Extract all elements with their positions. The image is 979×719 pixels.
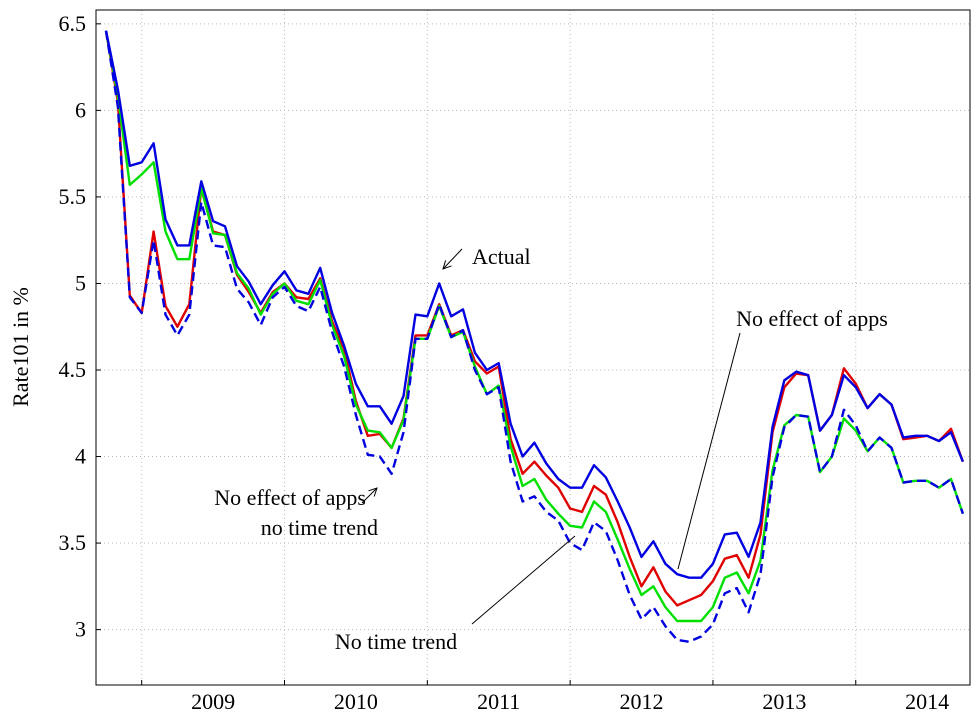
annotation-line (677, 332, 741, 570)
annotation: No effect of apps (214, 485, 366, 510)
annotation: Actual (472, 244, 531, 269)
y-tick-label: 3.5 (59, 530, 87, 555)
x-tick-label: 2013 (762, 689, 806, 714)
x-tick-label: 2009 (191, 689, 235, 714)
y-axis-label: Rate101 in % (8, 287, 33, 407)
annotations: Actual No effect of apps No effect of apps… (214, 244, 888, 654)
y-tick-label: 6.5 (59, 11, 87, 36)
x-tick-label: 2010 (334, 689, 378, 714)
y-tick-label: 5.5 (59, 184, 87, 209)
y-tick-label: 5 (75, 270, 86, 295)
series-line (104, 30, 965, 623)
x-tick-label: 2011 (477, 689, 520, 714)
annotation: no time trend (261, 515, 378, 540)
annotation: No time trend (335, 629, 457, 654)
y-tick-label: 6 (75, 97, 86, 122)
plot-frame (95, 9, 971, 686)
series-line (104, 30, 965, 643)
annotation: No effect of apps (736, 306, 888, 331)
x-tick-label: 2014 (905, 689, 949, 714)
annotation-line (471, 535, 576, 625)
grid: 3 3.5 4 4.5 5 5.5 6 6.5 2009 2010 2011 2012 2013 2014 (59, 10, 970, 714)
y-tick-label: 4 (75, 444, 86, 469)
y-tick-label: 3 (75, 617, 86, 642)
annotation-arrow (443, 248, 463, 269)
lines (104, 30, 965, 643)
y-tick-label: 4.5 (59, 357, 87, 382)
x-tick-label: 2012 (620, 689, 664, 714)
annotation-arrow (361, 488, 377, 504)
series-line (104, 30, 965, 579)
